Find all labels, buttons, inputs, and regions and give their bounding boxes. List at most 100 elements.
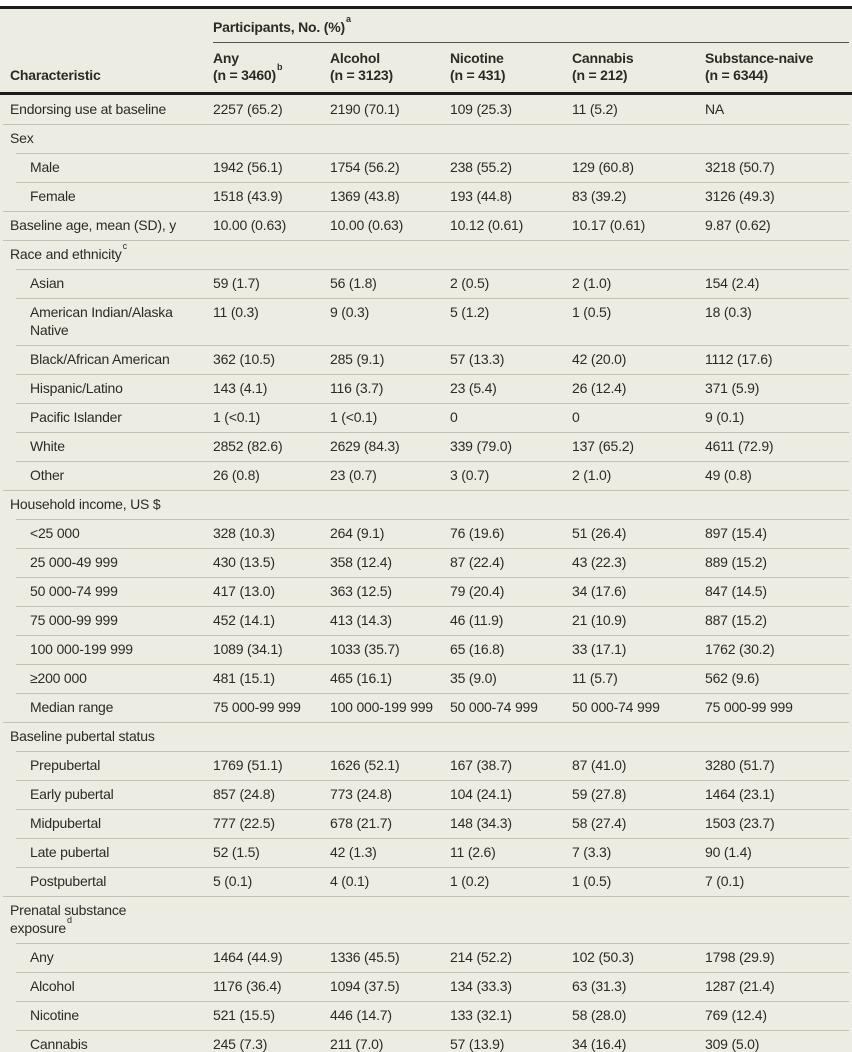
cell-value: 23 (5.4) bbox=[450, 380, 497, 396]
row-label: Female bbox=[30, 188, 76, 204]
row-label: <25 000 bbox=[30, 525, 80, 541]
row-label: 25 000-49 999 bbox=[30, 554, 118, 570]
section-row: Household income, US $ bbox=[0, 490, 852, 519]
row-label: Prepubertal bbox=[30, 757, 101, 773]
row-label: Hispanic/Latino bbox=[30, 380, 123, 396]
column-n-count: (n = 3123) bbox=[330, 67, 393, 83]
cell-value: 50 000-74 999 bbox=[572, 699, 660, 715]
table-body: Endorsing use at baseline 2257 (65.2) 2190… bbox=[0, 95, 852, 1052]
cell-value: 1112 (17.6) bbox=[705, 351, 773, 367]
cell-value: 133 (32.1) bbox=[450, 1007, 512, 1023]
cell-value: 137 (65.2) bbox=[572, 438, 634, 454]
cell-value: 143 (4.1) bbox=[213, 380, 268, 396]
cell-value: 7 (0.1) bbox=[705, 873, 745, 889]
cell-value: 0 bbox=[450, 409, 458, 425]
table-row: Late pubertal 52 (1.5) 42 (1.3) 11 (2.6) 7 (… bbox=[0, 838, 852, 867]
table-row: American Indian/Alaska Native 11 (0.3) 9 (… bbox=[0, 298, 852, 345]
cell-value: 465 (16.1) bbox=[330, 670, 392, 686]
cell-value: 847 (14.5) bbox=[705, 583, 767, 599]
cell-value: 285 (9.1) bbox=[330, 351, 385, 367]
cell-value: 11 (2.6) bbox=[450, 844, 496, 860]
cell-value: 193 (44.8) bbox=[450, 188, 512, 204]
cell-value: 1 (0.2) bbox=[450, 873, 490, 889]
cell-value: 57 (13.3) bbox=[450, 351, 505, 367]
cell-value: 371 (5.9) bbox=[705, 380, 760, 396]
cell-value: 897 (15.4) bbox=[705, 525, 767, 541]
cell-value: 309 (5.0) bbox=[705, 1036, 760, 1052]
cell-value: 363 (12.5) bbox=[330, 583, 392, 599]
cell-value: 339 (79.0) bbox=[450, 438, 512, 454]
cell-value: 10.00 (0.63) bbox=[330, 217, 404, 233]
cell-value: 2852 (82.6) bbox=[213, 438, 283, 454]
cell-value: 5 (1.2) bbox=[450, 304, 490, 320]
row-footnote-marker: d bbox=[67, 915, 72, 926]
cell-value: 2257 (65.2) bbox=[213, 101, 283, 117]
cell-value: 452 (14.1) bbox=[213, 612, 275, 628]
cell-value: 1094 (37.5) bbox=[330, 978, 400, 994]
table-row: Endorsing use at baseline 2257 (65.2) 2190… bbox=[0, 95, 852, 124]
cell-value: 1 (0.5) bbox=[572, 873, 612, 889]
cell-value: 129 (60.8) bbox=[572, 159, 634, 175]
section-row: Prenatal substance exposured bbox=[0, 896, 852, 943]
cell-value: 3 (0.7) bbox=[450, 467, 490, 483]
cell-value: 7 (3.3) bbox=[572, 844, 612, 860]
cell-value: 1176 (36.4) bbox=[213, 978, 282, 994]
cell-value: 2629 (84.3) bbox=[330, 438, 400, 454]
cell-value: 42 (20.0) bbox=[572, 351, 627, 367]
cell-value: 154 (2.4) bbox=[705, 275, 760, 291]
cell-value: 769 (12.4) bbox=[705, 1007, 767, 1023]
cell-value: 102 (50.3) bbox=[572, 949, 634, 965]
cell-value: 52 (1.5) bbox=[213, 844, 260, 860]
row-label: Midpubertal bbox=[30, 815, 101, 831]
cell-value: 18 (0.3) bbox=[705, 304, 752, 320]
table-row: Prepubertal 1769 (51.1) 1626 (52.1) 167 (38… bbox=[0, 751, 852, 780]
cell-value: 0 bbox=[572, 409, 580, 425]
row-footnote-marker: c bbox=[122, 241, 128, 252]
cell-value: 328 (10.3) bbox=[213, 525, 275, 541]
cell-value: 446 (14.7) bbox=[330, 1007, 392, 1023]
table-row: Other 26 (0.8) 23 (0.7) 3 (0.7) 2 (1.0) 49 (0… bbox=[0, 461, 852, 490]
table-row: 25 000-49 999 430 (13.5) 358 (12.4) 87 (22.… bbox=[0, 548, 852, 577]
column-header-characteristic: Characteristic bbox=[10, 67, 101, 83]
cell-value: 1464 (23.1) bbox=[705, 786, 775, 802]
table-row: Midpubertal 777 (22.5) 678 (21.7) 148 (34.3… bbox=[0, 809, 852, 838]
cell-value: 481 (15.1) bbox=[213, 670, 275, 686]
cell-value: 134 (33.3) bbox=[450, 978, 512, 994]
cell-value: 773 (24.8) bbox=[330, 786, 392, 802]
section-row: Race and ethnicityc bbox=[0, 240, 852, 269]
cell-value: 57 (13.9) bbox=[450, 1036, 505, 1052]
table-row: Black/African American 362 (10.5) 285 (9.1… bbox=[0, 345, 852, 374]
cell-value: 238 (55.2) bbox=[450, 159, 512, 175]
cell-value: 90 (1.4) bbox=[705, 844, 752, 860]
table-row: Early pubertal 857 (24.8) 773 (24.8) 104 (2… bbox=[0, 780, 852, 809]
cell-value: 116 (3.7) bbox=[330, 380, 384, 396]
cell-value: 9 (0.3) bbox=[330, 304, 370, 320]
spanner-footnote-marker: a bbox=[345, 14, 351, 25]
cell-value: 42 (1.3) bbox=[330, 844, 377, 860]
cell-value: 4611 (72.9) bbox=[705, 438, 774, 454]
table-row: ≥200 000 481 (15.1) 465 (16.1) 35 (9.0) 11 (… bbox=[0, 664, 852, 693]
cell-value: 1 (0.5) bbox=[572, 304, 612, 320]
cell-value: 79 (20.4) bbox=[450, 583, 505, 599]
cell-value: 1033 (35.7) bbox=[330, 641, 400, 657]
table-row: 100 000-199 999 1089 (34.1) 1033 (35.7) 65 … bbox=[0, 635, 852, 664]
table-row: White 2852 (82.6) 2629 (84.3) 339 (79.0) 137… bbox=[0, 432, 852, 461]
cell-value: 1 (<0.1) bbox=[213, 409, 261, 425]
cell-value: 1 (<0.1) bbox=[330, 409, 378, 425]
cell-value: 10.00 (0.63) bbox=[213, 217, 287, 233]
cell-value: 34 (16.4) bbox=[572, 1036, 627, 1052]
row-label: White bbox=[30, 438, 65, 454]
row-label: ≥200 000 bbox=[30, 670, 87, 686]
cell-value: 148 (34.3) bbox=[450, 815, 512, 831]
cell-value: 1287 (21.4) bbox=[705, 978, 775, 994]
cell-value: 10.12 (0.61) bbox=[450, 217, 524, 233]
cell-value: 5 (0.1) bbox=[213, 873, 253, 889]
cell-value: 26 (12.4) bbox=[572, 380, 627, 396]
row-label: Baseline age, mean (SD), y bbox=[10, 217, 176, 233]
row-label: Endorsing use at baseline bbox=[10, 101, 167, 117]
cell-value: 21 (10.9) bbox=[572, 612, 627, 628]
row-label: Race and ethnicityc bbox=[10, 241, 127, 262]
cell-value: 75 000-99 999 bbox=[705, 699, 793, 715]
table-row: Any 1464 (44.9) 1336 (45.5) 214 (52.2) 102 (… bbox=[0, 943, 852, 972]
cell-value: 211 (7.0) bbox=[330, 1036, 384, 1052]
